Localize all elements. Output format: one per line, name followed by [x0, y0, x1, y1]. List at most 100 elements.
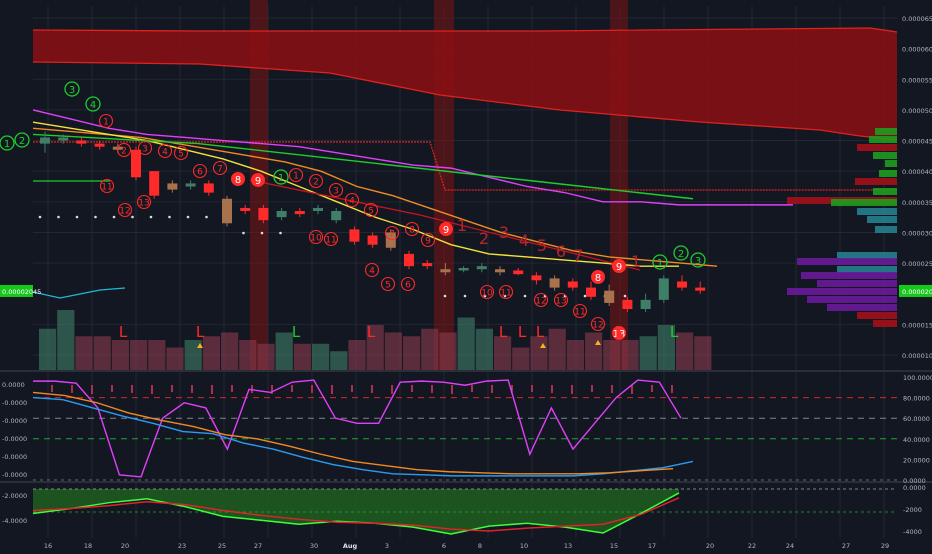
candle-body	[94, 143, 105, 147]
lower-right-label: 0.0000	[903, 484, 926, 492]
red-count-label: 9	[425, 237, 431, 247]
price-axis-label: 0.00001500	[902, 321, 932, 329]
price-axis-label: 0.00003500	[902, 199, 932, 207]
cloud-lower-edge	[32, 61, 898, 141]
candle-body	[331, 211, 342, 221]
volume-bar	[330, 351, 348, 370]
price-axis-label: 0.00002500	[902, 260, 932, 268]
candle-body	[513, 270, 524, 275]
oscillator-panel	[32, 379, 897, 481]
x-axis-label: 29	[881, 542, 889, 550]
red-count-label: 11	[325, 236, 336, 246]
volume-bar	[348, 340, 366, 370]
x-axis-label: 25	[218, 542, 226, 550]
moving-average-lines	[32, 109, 793, 299]
countdown-label: 6	[556, 242, 566, 261]
candle-body	[440, 269, 451, 273]
red-count-label: 4	[349, 197, 355, 207]
triangle-marker	[197, 343, 203, 348]
volume-bar	[312, 343, 330, 370]
green-count-circle	[652, 254, 668, 270]
volume-bar	[366, 325, 384, 370]
price-axis-label: 0.00001000	[902, 352, 932, 360]
green-count-circle	[690, 252, 706, 268]
red-count-circle	[590, 316, 606, 332]
red-count-circle	[328, 182, 344, 198]
dot-marker	[583, 294, 587, 298]
x-axis-label: 22	[748, 542, 756, 550]
red-count-circle	[498, 284, 514, 300]
filled-count-circle	[251, 173, 265, 187]
dot-marker	[38, 215, 42, 219]
red-count-circle	[420, 232, 436, 248]
volume-bar	[148, 340, 166, 370]
candle-body	[622, 299, 633, 310]
filled-count-label: 9	[616, 262, 622, 273]
green-count-circle	[273, 169, 289, 185]
countdown-label: 5	[537, 236, 547, 255]
countdown-label: 7	[573, 246, 583, 265]
profile-bar	[875, 128, 897, 135]
signal-l-label: L	[367, 323, 376, 341]
red-count-circle	[384, 225, 400, 241]
cloud-upper-edge	[32, 27, 898, 33]
green-count-label: 4	[90, 100, 96, 111]
x-axis-label: 30	[310, 542, 318, 550]
profile-bar	[885, 160, 897, 167]
green-count-label: 1	[278, 173, 284, 184]
candle-body	[58, 137, 69, 141]
green-count-label: 2	[19, 136, 25, 147]
price-axis-label: 0.00005500	[902, 76, 932, 84]
current-price-label: 0.00002045	[902, 288, 932, 296]
red-count-label: 13	[138, 199, 149, 209]
red-count-circle	[98, 113, 114, 129]
ma-line-4	[32, 133, 694, 200]
red-count-circle	[572, 303, 588, 319]
dot-marker	[523, 294, 527, 298]
profile-bar	[787, 288, 897, 295]
ma-line-2	[32, 127, 718, 267]
lower-panel	[32, 488, 897, 535]
x-axis-label: 10	[520, 542, 528, 550]
volume-bar	[75, 336, 93, 370]
candle-body	[240, 207, 251, 212]
profile-bar	[857, 144, 897, 151]
red-count-circle	[404, 221, 420, 237]
volume-layer	[39, 310, 712, 370]
volume-bar	[293, 343, 311, 370]
cloud-area	[33, 28, 897, 140]
candle-body	[294, 211, 305, 215]
red-count-circle	[192, 163, 208, 179]
candle-body	[258, 207, 269, 221]
red-count-circle	[363, 202, 379, 218]
candle-body	[40, 137, 50, 144]
filled-count-label: 9	[255, 176, 261, 187]
candle-body	[385, 232, 396, 248]
dot-marker	[242, 231, 245, 235]
lower-area-fill	[33, 489, 679, 534]
volume-bar	[621, 340, 639, 370]
candle-body	[167, 183, 178, 190]
lower-left-label: -4.0000	[2, 517, 27, 525]
dot-marker	[463, 294, 467, 298]
candles-layer	[40, 131, 706, 313]
x-axis-label: 18	[84, 542, 92, 550]
filled-count-circle	[612, 326, 626, 340]
volume-profile	[787, 128, 897, 327]
price-axis-label: 0.00006000	[902, 46, 932, 54]
osc-left-label: 0.0000	[2, 381, 25, 389]
red-trend-line	[249, 179, 641, 271]
osc-left-label: -0.0000	[2, 453, 27, 461]
candle-body	[76, 140, 87, 144]
red-count-circle	[288, 167, 304, 183]
candle-body	[313, 207, 323, 212]
volume-bar	[494, 336, 512, 370]
countdown-label: 2	[479, 229, 489, 248]
red-count-label: 4	[369, 267, 375, 277]
candle-body	[131, 149, 141, 178]
x-axis-label: 27	[842, 542, 850, 550]
filled-count-circle	[591, 270, 605, 284]
red-count-label: 11	[500, 289, 511, 299]
